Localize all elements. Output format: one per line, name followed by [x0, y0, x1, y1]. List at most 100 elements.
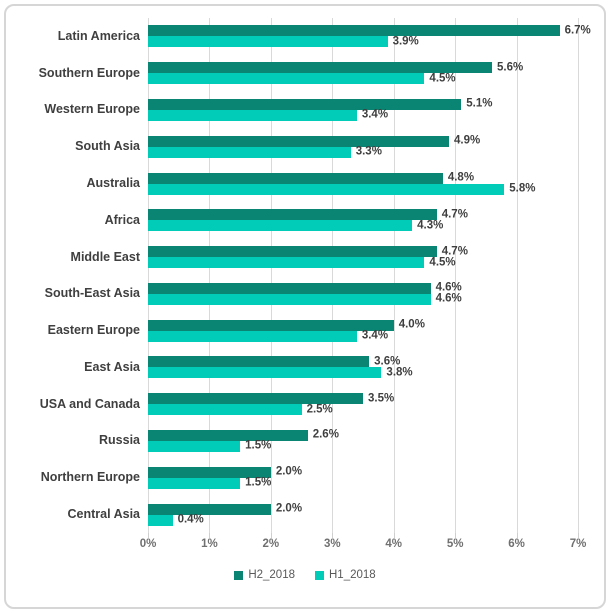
- chart-row: 5.6% 4.5%: [148, 55, 578, 92]
- h1_2018-bar: 4.5%: [148, 256, 456, 269]
- h2_2018-bar: 2.6%: [148, 429, 339, 441]
- chart-row: 6.7% 3.9%: [148, 18, 591, 55]
- value-label: 4.0%: [398, 318, 425, 331]
- h2_2018-bar: 2.0%: [148, 503, 302, 515]
- axis-tick: [148, 533, 149, 538]
- value-label: 4.6%: [435, 281, 462, 294]
- bars-container: 6.7% 3.9% 5.6% 4.5% 5.1% 3.4% 4.9% 3.3% 4.8% 5.8%…: [148, 18, 591, 533]
- value-label: 2.5%: [306, 402, 333, 415]
- category-label: Western Europe: [44, 102, 140, 117]
- gridline: [578, 18, 579, 533]
- gridline: [393, 18, 395, 533]
- x-tick-label: 5%: [446, 538, 464, 550]
- gridline: [148, 18, 149, 533]
- value-label: 3.5%: [368, 391, 395, 404]
- category-label: USA and Canada: [39, 396, 140, 411]
- h1_2018-bar: 4.5%: [148, 72, 456, 85]
- x-tick-label: 3%: [323, 538, 341, 550]
- h2_2018-bar: 6.7%: [148, 25, 591, 37]
- value-label: 4.7%: [441, 208, 468, 221]
- h2_2018-bar: 3.6%: [148, 356, 400, 368]
- value-label: 4.3%: [417, 219, 444, 232]
- h1_2018-bar: 3.4%: [148, 330, 388, 342]
- legend-label: H1_2018: [329, 569, 376, 581]
- chart-row: 3.5% 2.5%: [148, 386, 578, 423]
- value-label: 5.8%: [509, 182, 536, 195]
- x-tick-label: 1%: [201, 538, 218, 550]
- h2_2018-bar: 3.5%: [148, 392, 394, 405]
- category-label: Middle East: [70, 249, 140, 264]
- gridline: [455, 18, 457, 533]
- category-label: South Asia: [75, 139, 140, 154]
- x-axis: 0% 1% 2% 3% 4% 5% 6% 7%: [140, 538, 587, 554]
- h1_2018-bar: 3.4%: [148, 109, 388, 121]
- h2_2018-bar: 4.6%: [148, 282, 462, 294]
- value-label: 5.1%: [466, 97, 493, 110]
- legend-label: H2_2018: [248, 569, 295, 581]
- value-label: 4.5%: [429, 255, 456, 268]
- h1_2018-bar: 3.9%: [148, 36, 419, 48]
- category-labels: Latin America Southern Europe Western Euro…: [10, 18, 140, 533]
- gridline: [516, 18, 518, 533]
- value-label: 4.6%: [435, 292, 462, 305]
- axis-tick: [455, 533, 457, 538]
- value-label: 4.5%: [429, 71, 456, 84]
- h1_2018-bar: 1.5%: [148, 477, 271, 489]
- category-label: Latin America: [57, 28, 140, 43]
- value-label: 5.6%: [497, 60, 524, 73]
- legend-swatch-h1_2018: [315, 570, 324, 580]
- category-label: Northern Europe: [40, 470, 140, 485]
- category-label: Africa: [104, 212, 140, 227]
- category-label: Eastern Europe: [47, 323, 140, 338]
- chart-row: 4.7% 4.3%: [148, 202, 578, 239]
- value-label: 4.9%: [454, 134, 481, 147]
- value-label: 3.6%: [374, 355, 401, 368]
- legend-swatch-h2_2018: [234, 570, 244, 580]
- value-label: 2.6%: [312, 428, 339, 441]
- h2_2018-bar: 5.1%: [148, 98, 493, 110]
- x-tick-label: 7%: [569, 538, 587, 550]
- category-label: Russia: [99, 433, 140, 448]
- value-label: 2.0%: [275, 502, 303, 515]
- h1_2018-bar: 1.5%: [148, 440, 271, 452]
- value-label: 3.4%: [361, 108, 389, 121]
- value-label: 2.0%: [275, 465, 303, 478]
- value-label: 6.7%: [564, 24, 591, 37]
- value-label: 3.3%: [355, 145, 382, 158]
- gridline: [332, 18, 334, 533]
- value-label: 4.7%: [441, 244, 468, 257]
- chart-row: 2.0% 0.4%: [148, 496, 578, 533]
- axis-tick: [209, 533, 211, 538]
- chart-row: 4.8% 5.8%: [148, 165, 578, 202]
- gridline: [270, 18, 272, 533]
- axis-tick: [332, 533, 334, 538]
- value-label: 3.4%: [361, 329, 389, 342]
- h2_2018-bar: 4.7%: [148, 245, 468, 258]
- gridline: [209, 18, 211, 533]
- category-label: South-East Asia: [44, 286, 140, 301]
- category-label: Central Asia: [67, 506, 140, 521]
- h1_2018-bar: 3.8%: [148, 367, 413, 379]
- h2_2018-bar: 2.0%: [148, 466, 302, 478]
- category-label: Southern Europe: [38, 65, 140, 80]
- h1_2018-bar: 5.8%: [148, 183, 536, 195]
- h1_2018-bar: 2.5%: [148, 403, 333, 416]
- legend-item-h1_2018: H1_2018: [315, 569, 376, 581]
- h2_2018-bar: 5.6%: [148, 61, 523, 74]
- category-label: Australia: [86, 175, 141, 190]
- chart-row: 3.6% 3.8%: [148, 349, 578, 386]
- h1_2018-bar: 3.3%: [148, 146, 382, 158]
- value-label: 1.5%: [245, 439, 272, 452]
- value-label: 0.4%: [177, 513, 204, 526]
- legend-item-h2_2018: H2_2018: [234, 569, 295, 581]
- axis-tick: [516, 533, 518, 538]
- chart-row: 4.0% 3.4%: [148, 312, 578, 349]
- x-tick-label: 4%: [385, 538, 403, 550]
- chart-row: 4.9% 3.3%: [148, 128, 578, 165]
- chart-row: 4.6% 4.6%: [148, 275, 578, 312]
- chart-row: 2.0% 1.5%: [148, 459, 578, 496]
- x-tick-label: 0%: [139, 538, 157, 550]
- legend: H2_2018 H1_2018: [6, 569, 604, 581]
- x-tick-label: 2%: [262, 538, 280, 550]
- value-label: 4.8%: [447, 171, 475, 184]
